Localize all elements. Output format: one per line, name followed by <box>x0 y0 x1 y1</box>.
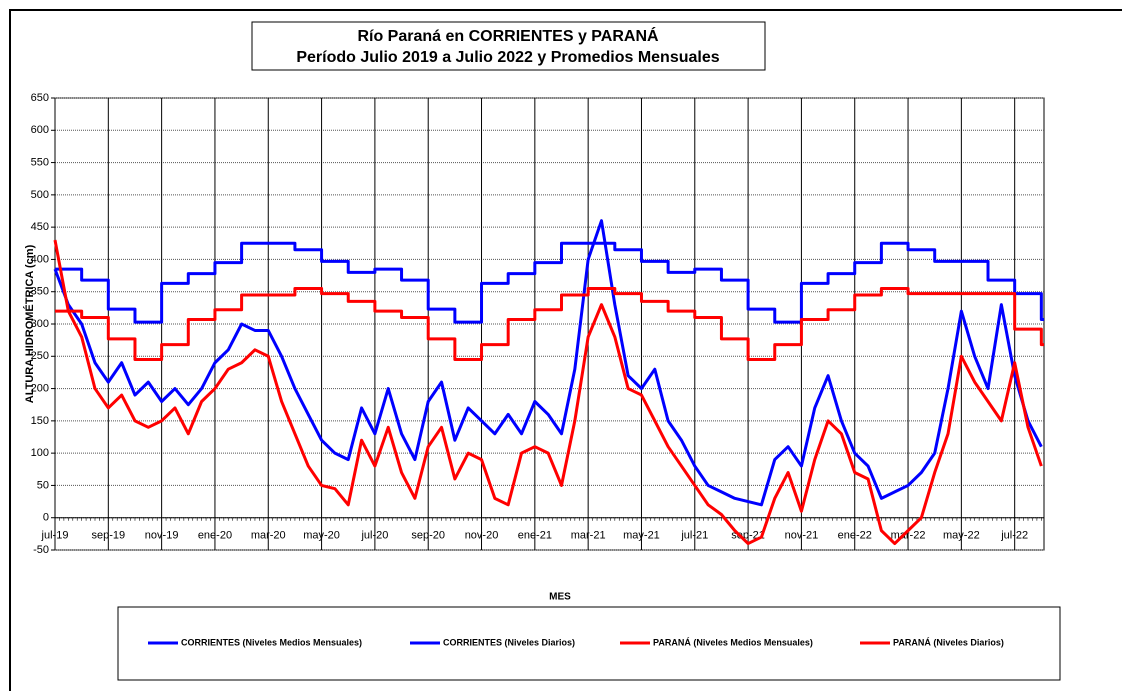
x-tick-label: ene-21 <box>518 530 552 542</box>
y-tick-label: 500 <box>31 189 49 201</box>
y-axis-label: ALTURA HIDROMÉTRICA (cm) <box>23 244 36 403</box>
legend-label: CORRIENTES (Niveles Medios Mensuales) <box>181 637 362 647</box>
x-tick-label: nov-21 <box>785 530 819 542</box>
x-tick-label: nov-19 <box>145 530 179 542</box>
series-line <box>55 241 1044 324</box>
frame <box>9 9 1122 691</box>
x-tick-label: jul-22 <box>1000 530 1028 542</box>
legend-label: PARANÁ (Niveles Medios Mensuales) <box>653 637 813 647</box>
chart-subtitle: Período Julio 2019 a Julio 2022 y Promed… <box>296 49 719 66</box>
y-tick-label: 200 <box>31 382 49 394</box>
y-tick-label: 600 <box>31 124 49 136</box>
x-tick-label: sep-19 <box>91 530 125 542</box>
x-tick-label: jul-19 <box>41 530 69 542</box>
x-tick-label: mar-21 <box>571 530 606 542</box>
y-tick-label: 450 <box>31 221 49 233</box>
y-tick-label: 0 <box>43 512 49 524</box>
legend-label: PARANÁ (Niveles Diarios) <box>893 637 1004 647</box>
y-tick-label: 400 <box>31 253 49 265</box>
x-tick-label: may-22 <box>943 530 980 542</box>
series-line <box>53 219 1043 507</box>
y-tick-label: 300 <box>31 318 49 330</box>
legend-label: CORRIENTES (Niveles Diarios) <box>443 637 575 647</box>
y-tick-label: 550 <box>31 156 49 168</box>
x-tick-label: sep-20 <box>411 530 445 542</box>
series-line <box>55 286 1044 362</box>
y-tick-label: -50 <box>33 544 49 556</box>
y-tick-label: 350 <box>31 286 49 298</box>
series-line <box>53 239 1043 546</box>
x-tick-label: jul-21 <box>680 530 708 542</box>
x-tick-label: ene-20 <box>198 530 232 542</box>
legend-box <box>117 606 1061 681</box>
y-tick-label: 650 <box>31 92 49 104</box>
x-axis-label: MES <box>549 592 571 603</box>
x-tick-label: mar-20 <box>251 530 286 542</box>
x-tick-label: ene-22 <box>838 530 872 542</box>
y-tick-label: 150 <box>31 415 49 427</box>
chart-title: Río Paraná en CORRIENTES y PARANÁ <box>357 26 659 45</box>
x-tick-label: nov-20 <box>465 530 499 542</box>
x-tick-label: jul-20 <box>360 530 388 542</box>
title-box <box>251 21 766 71</box>
x-tick-label: may-21 <box>623 530 660 542</box>
y-tick-label: 250 <box>31 350 49 362</box>
y-tick-label: 50 <box>37 479 49 491</box>
y-tick-label: 100 <box>31 447 49 459</box>
x-tick-label: may-20 <box>303 530 340 542</box>
